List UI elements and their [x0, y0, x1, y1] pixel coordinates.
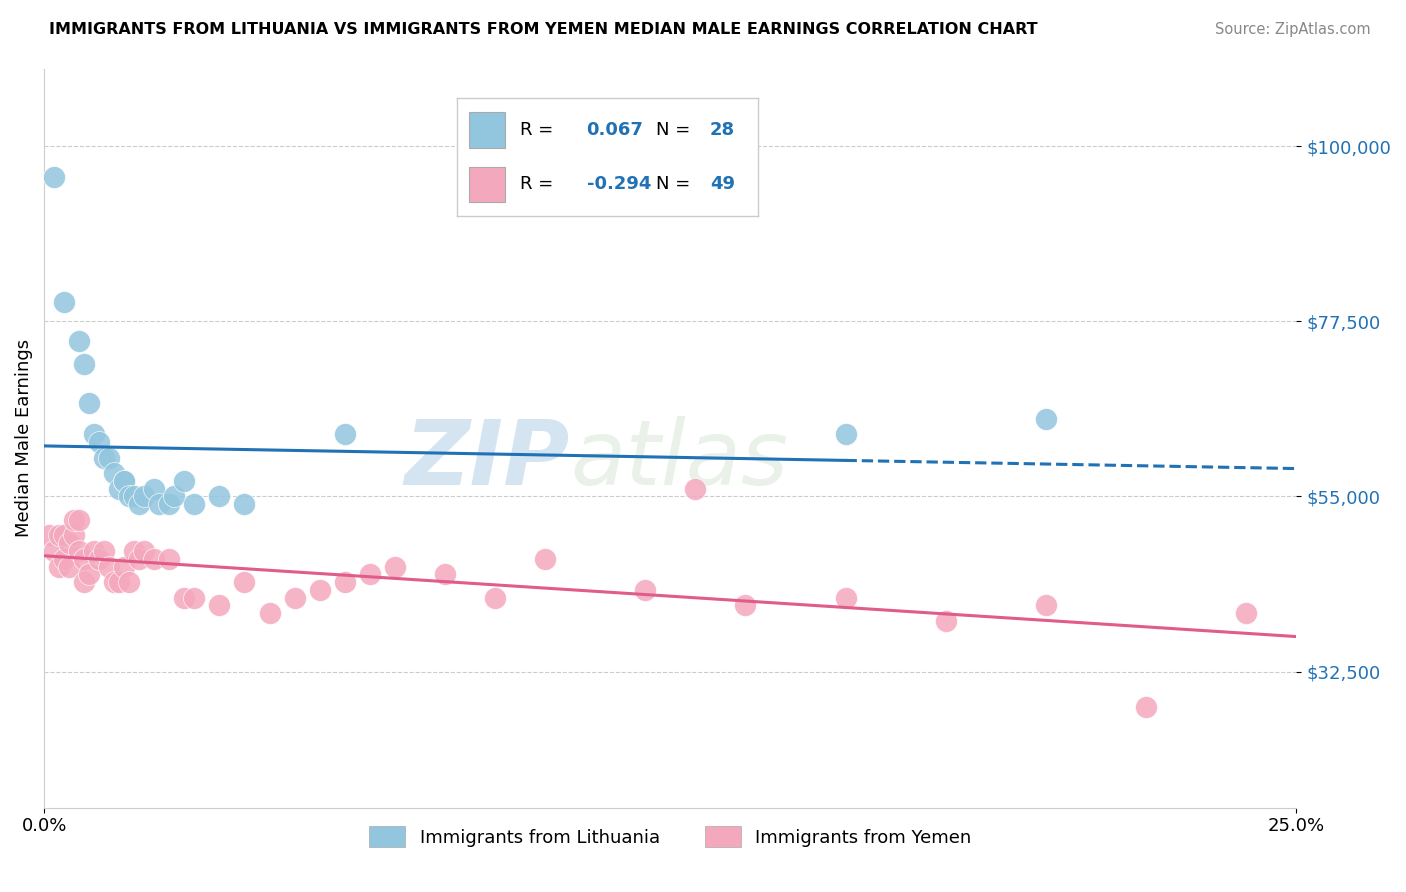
Point [259, 606, 281, 620]
Point [484, 591, 506, 605]
Point [359, 567, 381, 582]
Point [112, 474, 135, 488]
Point [42, 544, 65, 558]
Point [93, 544, 115, 558]
Point [143, 551, 166, 566]
Point [108, 482, 131, 496]
Point [124, 544, 146, 558]
Point [63, 513, 86, 527]
Legend: Immigrants from Lithuania, Immigrants from Yemen: Immigrants from Lithuania, Immigrants fr… [361, 819, 979, 855]
Point [208, 599, 231, 613]
Point [83, 544, 105, 558]
Point [183, 591, 205, 605]
Point [1234, 606, 1257, 620]
Point [634, 582, 657, 597]
Point [83, 427, 105, 442]
Point [734, 599, 756, 613]
Point [42, 170, 65, 185]
Point [173, 474, 195, 488]
Point [384, 559, 406, 574]
Point [77, 567, 100, 582]
Point [89, 435, 111, 450]
Point [67, 544, 90, 558]
Point [48, 528, 70, 542]
Point [67, 513, 90, 527]
Point [98, 559, 121, 574]
Point [67, 334, 90, 348]
Point [834, 591, 856, 605]
Point [534, 551, 557, 566]
Point [143, 482, 166, 496]
Point [134, 544, 156, 558]
Point [128, 497, 150, 511]
Point [1035, 411, 1057, 425]
Point [108, 575, 131, 590]
Point [73, 357, 96, 371]
Point [433, 567, 456, 582]
Point [208, 490, 231, 504]
Point [73, 575, 96, 590]
Point [103, 575, 125, 590]
Point [73, 551, 96, 566]
Point [333, 427, 356, 442]
Point [1035, 599, 1057, 613]
Point [173, 591, 195, 605]
Text: IMMIGRANTS FROM LITHUANIA VS IMMIGRANTS FROM YEMEN MEDIAN MALE EARNINGS CORRELAT: IMMIGRANTS FROM LITHUANIA VS IMMIGRANTS … [49, 22, 1038, 37]
Point [118, 575, 141, 590]
Point [233, 575, 256, 590]
Point [98, 450, 121, 465]
Text: Source: ZipAtlas.com: Source: ZipAtlas.com [1215, 22, 1371, 37]
Point [134, 490, 156, 504]
Point [834, 427, 856, 442]
Y-axis label: Median Male Earnings: Median Male Earnings [15, 339, 32, 537]
Point [148, 497, 170, 511]
Point [128, 551, 150, 566]
Point [157, 551, 180, 566]
Point [935, 614, 957, 628]
Point [112, 559, 135, 574]
Point [53, 295, 76, 310]
Point [284, 591, 307, 605]
Point [333, 575, 356, 590]
Point [308, 582, 330, 597]
Text: ZIP: ZIP [405, 417, 569, 504]
Point [118, 490, 141, 504]
Point [63, 528, 86, 542]
Point [112, 474, 135, 488]
Text: atlas: atlas [569, 417, 789, 504]
Point [77, 396, 100, 410]
Point [233, 497, 256, 511]
Point [124, 490, 146, 504]
Point [53, 551, 76, 566]
Point [58, 536, 80, 550]
Point [103, 466, 125, 480]
Point [93, 450, 115, 465]
Point [38, 528, 60, 542]
Point [53, 528, 76, 542]
Point [157, 497, 180, 511]
Point [58, 559, 80, 574]
Point [685, 482, 707, 496]
Point [89, 551, 111, 566]
Point [48, 559, 70, 574]
Point [1135, 699, 1157, 714]
Point [183, 497, 205, 511]
Point [163, 490, 186, 504]
